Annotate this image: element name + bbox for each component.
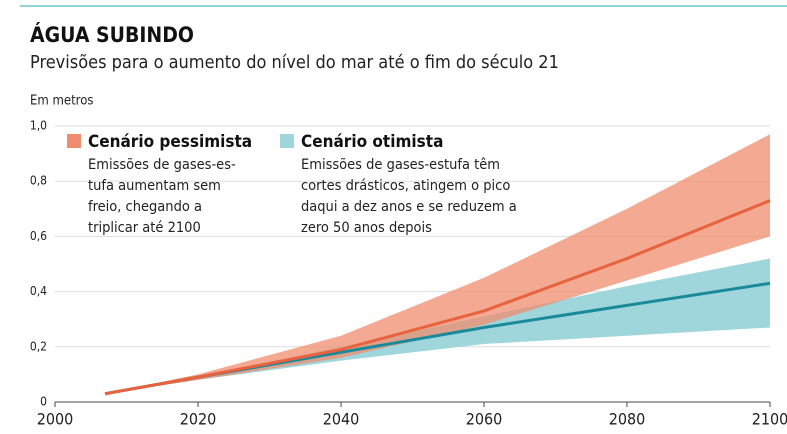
x-tick-label: 2080 xyxy=(609,410,646,429)
legend-description: zero 50 anos depois xyxy=(301,220,432,236)
legend-description: triplicar até 2100 xyxy=(88,220,201,236)
legend-description: tufa aumentam sem xyxy=(88,178,221,194)
y-tick-label: 0 xyxy=(40,395,47,409)
line xyxy=(104,199,771,396)
y-axis-label: Em metros xyxy=(30,94,93,109)
band xyxy=(105,258,771,394)
legend-swatch xyxy=(67,134,81,148)
legend-label: Cenário pessimista xyxy=(88,132,252,152)
band xyxy=(105,134,771,394)
x-tick-label: 2100 xyxy=(752,410,787,429)
x-tick-label: 2000 xyxy=(37,410,74,429)
x-tick-label: 2040 xyxy=(323,410,360,429)
x-tick-label: 2060 xyxy=(466,410,503,429)
y-tick-label: 0,4 xyxy=(30,284,47,298)
y-tick-label: 1,0 xyxy=(30,119,47,133)
x-tick-label: 2020 xyxy=(180,410,217,429)
y-tick-label: 0,8 xyxy=(30,174,47,188)
chart-subtitle: Previsões para o aumento do nível do mar… xyxy=(30,52,559,73)
legend-swatch xyxy=(280,134,294,148)
legend-description: cortes drásticos, atingem o pico xyxy=(301,178,510,194)
y-tick-label: 0,6 xyxy=(30,229,47,243)
y-tick-label: 0,2 xyxy=(30,339,47,353)
legend-description: Emissões de gases-es- xyxy=(88,157,236,173)
legend-description: Emissões de gases-estufa têm xyxy=(301,157,500,173)
legend-description: daqui a dez anos e se reduzem a xyxy=(301,199,517,215)
legend-label: Cenário otimista xyxy=(301,132,443,152)
legend-description: freio, chegando a xyxy=(88,199,202,215)
chart-title: ÁGUA SUBINDO xyxy=(30,22,194,47)
